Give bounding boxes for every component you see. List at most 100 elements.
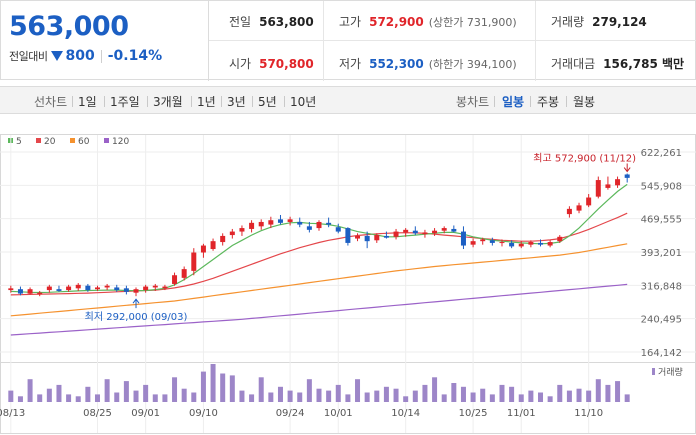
change-label: 전일대비 <box>9 50 48 63</box>
legend-swatch <box>36 138 41 143</box>
period-1w[interactable]: 1주일 <box>110 95 140 109</box>
volume-bar <box>277 386 283 402</box>
period-3y[interactable]: 3년 <box>227 95 246 109</box>
line-chart-label: 선차트 <box>34 95 68 109</box>
volume-bar <box>181 388 187 402</box>
volume-bar <box>200 371 206 402</box>
price-box: 563,000 전일대비 800 -0.14% <box>1 1 209 81</box>
volume-bar <box>85 386 91 402</box>
x-tick-label: 11/10 <box>574 408 603 419</box>
candle-body <box>624 174 630 178</box>
candles <box>8 173 630 297</box>
grid <box>0 135 696 433</box>
candle-body <box>432 230 438 234</box>
volume-bar <box>94 394 100 402</box>
candle-body <box>393 231 399 237</box>
candle-body <box>615 179 621 186</box>
volume-bar <box>576 388 582 402</box>
candle-body <box>547 242 553 246</box>
volume-bar <box>345 394 351 402</box>
candle-body <box>499 242 505 244</box>
candle-monthly[interactable]: 월봉 <box>573 95 596 109</box>
volume-bar <box>239 390 245 402</box>
volume-bar <box>249 394 255 402</box>
toolbar-separator <box>72 96 73 107</box>
quote-label: 고가 <box>339 15 362 29</box>
volume-bar <box>229 375 235 402</box>
candle-body <box>191 252 197 271</box>
period-5y[interactable]: 5년 <box>258 95 277 109</box>
volume-bar <box>441 394 447 402</box>
period-10y[interactable]: 10년 <box>290 95 317 109</box>
volume-bar <box>268 392 274 402</box>
volume-bar <box>605 384 611 402</box>
candle-body <box>345 228 351 243</box>
x-tick-label: 10/14 <box>391 408 420 419</box>
candle-body <box>56 289 62 291</box>
candle-body <box>162 286 168 289</box>
toolbar-separator <box>252 96 253 107</box>
toolbar-separator <box>494 96 495 107</box>
legend-label: 120 <box>112 137 129 147</box>
ma5-line <box>10 183 628 294</box>
candle-body <box>46 286 52 291</box>
x-tick-label: 08/13 <box>0 408 25 419</box>
volume-bar <box>451 383 457 402</box>
candle-body <box>566 208 572 215</box>
candle-body <box>538 242 544 245</box>
candle-body <box>451 228 457 232</box>
period-3m[interactable]: 3개월 <box>153 95 183 109</box>
candle-body <box>200 245 206 253</box>
candle-chart-label: 봉차트 <box>456 95 490 109</box>
candle-body <box>143 286 149 291</box>
candle-body <box>383 235 389 238</box>
toolbar-separator <box>221 96 222 107</box>
volume-bar <box>412 390 418 402</box>
candle-body <box>239 228 245 232</box>
volume-bar <box>460 386 466 402</box>
candle-body <box>441 228 447 231</box>
candle-body <box>489 240 495 243</box>
period-1y[interactable]: 1년 <box>197 95 216 109</box>
candle-body <box>27 289 33 294</box>
low-annotation: 최저 292,000 (09/03) <box>85 311 188 323</box>
candle-body <box>152 285 158 288</box>
y-tick-label: 164,142 <box>641 348 682 359</box>
volume-bar <box>306 379 312 402</box>
legend-label: 5 <box>16 137 22 147</box>
volume-bar <box>104 379 110 402</box>
volume-bar <box>172 377 178 402</box>
candle-body <box>595 180 601 197</box>
candle-body <box>104 285 110 288</box>
candle-body <box>172 275 178 284</box>
candle-daily[interactable]: 일봉 <box>502 95 525 109</box>
volume-bar <box>258 377 264 402</box>
period-1d[interactable]: 1일 <box>78 95 97 109</box>
candle-body <box>480 239 486 242</box>
volume-bar <box>538 392 544 402</box>
candle-weekly[interactable]: 주봉 <box>537 95 560 109</box>
candle-body <box>412 230 418 234</box>
x-tick-label: 10/01 <box>324 408 353 419</box>
candle-body <box>114 287 120 291</box>
x-axis: 08/13 08/25 09/01 09/10 09/24 10/01 10/14 10/25… <box>0 408 603 419</box>
quote-value: 156,785 백만 <box>603 57 685 71</box>
quote-label: 거래대금 <box>551 57 596 71</box>
candle-body <box>576 205 582 211</box>
chart-toolbar: 선차트 1일 1주일 3개월 1년 3년 5년 10년 봉차트 일봉 주봉 월봉 <box>0 86 696 114</box>
volume-bar <box>143 384 149 402</box>
volume-bar <box>480 388 486 402</box>
volume-bar <box>499 384 505 402</box>
quote-value: 572,900 <box>369 15 424 29</box>
ma120-line <box>10 283 628 336</box>
volume-bar <box>66 394 72 402</box>
candle-body <box>316 221 322 229</box>
candle-body <box>287 219 293 222</box>
volume-bar <box>191 392 197 402</box>
x-tick-label: 09/10 <box>189 408 218 419</box>
volume-bar <box>509 386 515 402</box>
x-tick-label: 09/01 <box>131 408 160 419</box>
volume-bar <box>27 379 33 402</box>
volume-bar <box>297 392 303 402</box>
quote-header: 563,000 전일대비 800 -0.14% 전일 563,800 고가 572,… <box>0 0 696 81</box>
